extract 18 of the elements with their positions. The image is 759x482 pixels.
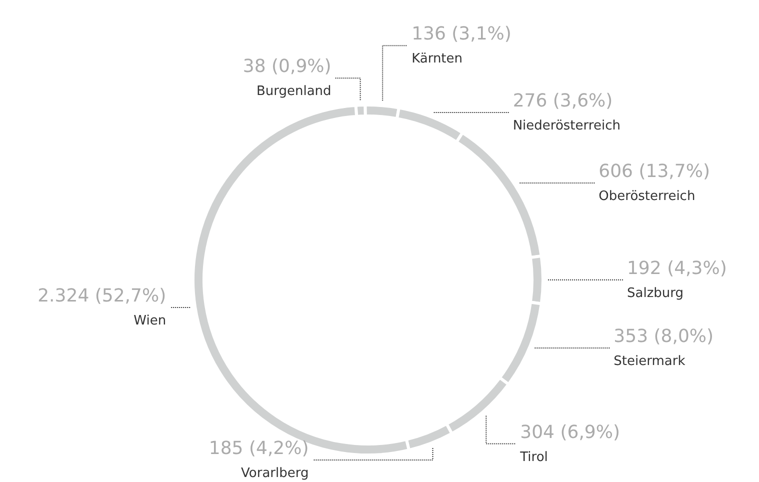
data-label: 276 (3,6%)	[512, 90, 613, 112]
slice-label: Steiermark	[614, 354, 686, 369]
data-label: 304 (6,9%)	[520, 422, 620, 443]
slice-label: Burgenland	[256, 84, 332, 100]
data-label: 2.324 (52,7%)	[38, 285, 166, 306]
slice-label: Wien	[134, 313, 166, 328]
data-label: 606 (13,7%)	[598, 161, 710, 182]
slice-label: Tirol	[519, 450, 548, 465]
slice-label: Salzburg	[627, 286, 684, 301]
data-label: 185 (4,2%)	[208, 438, 309, 459]
slice-label: Niederösterreich	[512, 118, 620, 134]
data-label: 136 (3,1%)	[412, 24, 512, 45]
data-label: 192 (4,3%)	[627, 258, 727, 279]
data-label: 353 (8,0%)	[614, 326, 714, 347]
slice-label: Oberösterreich	[598, 189, 696, 204]
slice-label: Vorarlberg	[241, 466, 309, 481]
slice-label: Kärnten	[412, 52, 463, 67]
data-label: 38 (0,9%)	[242, 56, 332, 78]
